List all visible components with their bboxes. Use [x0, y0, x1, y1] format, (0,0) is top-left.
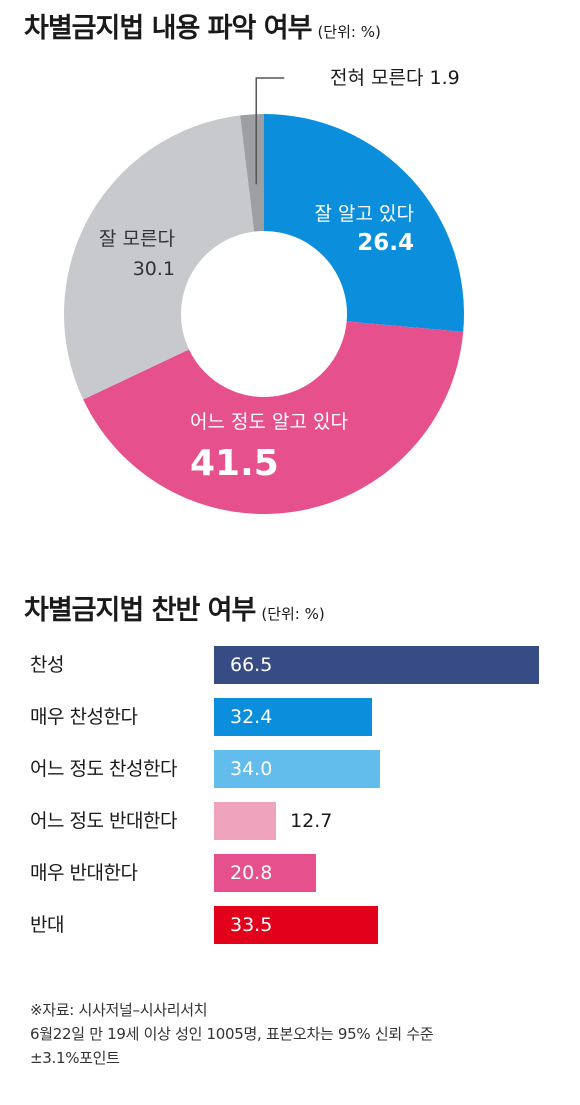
- donut-slice: [240, 114, 264, 232]
- bar-row: 매우 찬성한다 32.4: [0, 698, 580, 736]
- slice-value: 41.5: [190, 443, 279, 484]
- donut-unit-label: (단위: %): [317, 23, 381, 41]
- bar-value-label: 34.0: [230, 758, 273, 780]
- slice-label: 어느 정도 알고 있다: [190, 411, 348, 433]
- slice-label: 잘 알고 있다: [315, 203, 414, 225]
- bar-value-label: 12.7: [290, 810, 333, 832]
- source-line: ※자료: 시사저널–시사리서치: [30, 1001, 208, 1019]
- bar-category-label: 찬성: [30, 654, 64, 676]
- bar: [214, 854, 316, 892]
- bar-row: 어느 정도 반대한다 12.7: [0, 802, 580, 840]
- donut-slice: [264, 114, 464, 332]
- bar-value-label: 20.8: [230, 862, 273, 884]
- bar-value-label: 33.5: [230, 914, 273, 936]
- bar-category-label: 반대: [30, 914, 64, 936]
- bar-category-label: 어느 정도 반대한다: [30, 810, 177, 832]
- source-line: ±3.1%포인트: [30, 1049, 120, 1067]
- bar-category-label: 어느 정도 찬성한다: [30, 758, 177, 780]
- bar: [214, 646, 539, 684]
- slice-value: 30.1: [133, 258, 175, 280]
- callout-leader-line: [255, 77, 285, 185]
- bar: [214, 698, 373, 736]
- bar-value-label: 66.5: [230, 654, 273, 676]
- bar-category-label: 매우 반대한다: [30, 862, 138, 884]
- donut-title-text: 차별금지법 내용 파악 여부: [24, 13, 312, 44]
- source-note: ※자료: 시사저널–시사리서치 6월22일 만 19세 이상 성인 1005명,…: [30, 998, 434, 1070]
- donut-slice: [64, 115, 255, 400]
- bar: [214, 802, 277, 840]
- bar: [214, 750, 381, 788]
- bar-chart-title: 차별금지법 찬반 여부 (단위: %): [24, 588, 325, 627]
- slice-label: 잘 모른다: [99, 228, 175, 250]
- bar-row: 반대 33.5: [0, 906, 580, 944]
- donut-chart: 잘 알고 있다 26.4 어느 정도 알고 있다 41.5 잘 모른다 30.1 전혀 모른…: [64, 67, 464, 515]
- bar-value-label: 32.4: [230, 706, 273, 728]
- donut-slice: [83, 321, 464, 515]
- source-line: 6월22일 만 19세 이상 성인 1005명, 표본오차는 95% 신뢰 수준: [30, 1025, 434, 1043]
- bar: [214, 906, 378, 944]
- donut-chart-title: 차별금지법 내용 파악 여부 (단위: %): [24, 6, 381, 45]
- slice-callout-label: 전혀 모른다 1.9: [330, 67, 460, 89]
- bar-category-label: 매우 찬성한다: [30, 706, 138, 728]
- slice-value: 26.4: [357, 230, 414, 256]
- bar-unit-label: (단위: %): [261, 605, 325, 623]
- bar-title-text: 차별금지법 찬반 여부: [24, 595, 256, 626]
- bar-row: 어느 정도 찬성한다 34.0: [0, 750, 580, 788]
- bar-row: 찬성 66.5: [0, 646, 580, 684]
- bar-row: 매우 반대한다 20.8: [0, 854, 580, 892]
